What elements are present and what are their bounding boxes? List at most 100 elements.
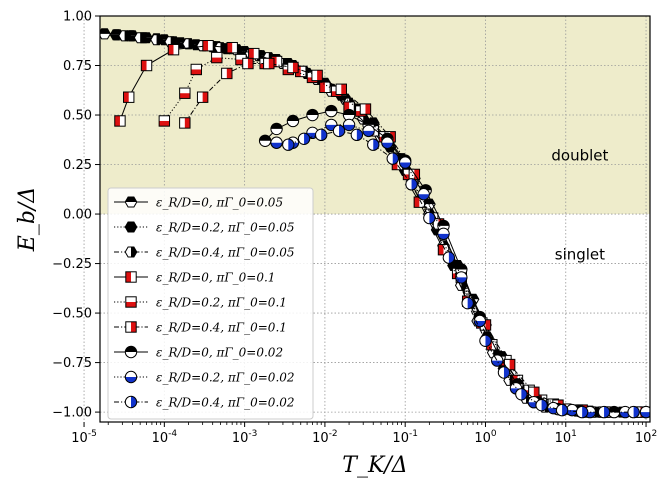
data-point [565,403,579,417]
data-point [221,67,233,80]
axes: −1.00 −0.75 −0.50 −0.25 0.00 0.25 0.50 0.75 1.00… [52,10,657,447]
data-point [359,103,372,115]
data-point [381,136,394,149]
data-point [202,40,214,52]
data-point [123,91,135,103]
y-tick-label: 0.75 [63,59,92,74]
legend-label: ε_R/D=0.2, πΓ_0=0.05 [156,221,295,235]
y-tick-label: −0.50 [52,307,92,322]
legend-item: ε_R/D=0.2, πΓ_0=0.1 [114,296,287,310]
data-point [398,156,412,169]
data-point [109,29,123,41]
legend-item: ε_R/D=0.4, πΓ_0=0.1 [114,321,287,335]
data-point [311,69,323,82]
data-point [479,334,492,347]
data-point [461,296,474,310]
legend-item: ε_R/D=0.2, πΓ_0=0.05 [114,221,295,235]
data-point [297,132,311,145]
data-point [342,108,356,122]
data-point [575,405,589,419]
x-tick-label: 100 [474,429,497,446]
data-point [306,108,319,122]
data-point [226,41,238,54]
data-point [270,122,283,136]
legend-item: ε_R/D=0.2, πΓ_0=0.02 [114,371,295,385]
data-point [535,398,548,412]
x-axis-label: T_K/Δ [342,453,407,478]
x-tick-label: 10-4 [152,429,178,446]
legend-marker [125,321,137,333]
data-point [350,128,364,142]
data-point [140,59,153,72]
data-point [417,188,430,201]
data-point [627,405,640,419]
x-tick-label: 10-3 [232,429,258,446]
region-label: doublet [551,147,608,165]
legend-marker [124,345,138,359]
legend-marker [124,196,138,208]
legend-marker [124,395,138,409]
data-point [282,138,295,151]
data-point [555,403,569,417]
x-tick-label: 10-1 [392,429,418,446]
data-point [515,388,528,401]
legend-marker [125,296,137,308]
legend-label: ε_R/D=0, πΓ_0=0.1 [156,271,275,285]
data-point [167,43,180,56]
data-point [442,251,456,264]
data-point [211,51,223,64]
data-point [325,104,338,118]
legend-marker [124,370,138,384]
legend-label: ε_R/D=0.4, πΓ_0=0.02 [156,396,295,410]
plot-frame [99,15,651,423]
series-layer [100,28,650,419]
series-8 [282,124,640,419]
data-point [342,118,356,132]
data-point [362,124,375,138]
x-tick-label: 10-5 [71,429,97,446]
data-point [242,57,254,70]
data-point [158,115,171,127]
data-point [179,117,191,129]
y-tick-label: 0.25 [63,158,92,173]
y-tick-label: 1.00 [63,10,92,25]
legend-label: ε_R/D=0.4, πΓ_0=0.1 [156,321,287,335]
data-point [386,152,399,165]
y-tick-label: −0.75 [52,356,92,371]
data-point [491,354,504,367]
legend-marker [125,271,137,283]
data-point [319,81,331,93]
data-point [270,136,283,149]
data-point [258,134,272,147]
legend-item: ε_R/D=0, πΓ_0=0.02 [114,346,283,360]
region-label: singlet [555,246,605,264]
x-tick-label: 10-2 [312,429,338,446]
data-point [196,91,209,103]
data-point [367,138,380,151]
legend-label: ε_R/D=0, πΓ_0=0.05 [156,196,283,210]
data-point [248,47,260,60]
legend-label: ε_R/D=0.2, πΓ_0=0.1 [156,296,287,310]
data-point [497,366,511,379]
data-point [179,87,191,99]
data-point [286,114,300,128]
legend-item: ε_R/D=0, πΓ_0=0.1 [114,271,275,285]
data-point [332,124,346,138]
legend-marker [124,221,138,233]
legend-box [107,187,314,420]
data-point [315,128,328,142]
region-labels: doublet singlet [551,147,608,264]
data-point [100,28,111,40]
legend: ε_R/D=0, πΓ_0=0.05 ε_R/D=0.2, πΓ_0=0.05 ε_… [107,187,314,420]
legend-label: ε_R/D=0, πΓ_0=0.02 [156,346,283,360]
data-point [263,57,275,70]
y-tick-label: −0.25 [52,257,92,272]
legend-label: ε_R/D=0.4, πΓ_0=0.05 [156,246,295,260]
legend-label: ε_R/D=0.2, πΓ_0=0.02 [156,371,295,385]
data-point [287,61,299,74]
data-point [335,83,347,95]
x-tick-label: 101 [555,429,577,446]
data-point [118,30,131,42]
y-tick-label: 0.00 [63,208,92,223]
legend-item: ε_R/D=0, πΓ_0=0.05 [114,196,283,210]
